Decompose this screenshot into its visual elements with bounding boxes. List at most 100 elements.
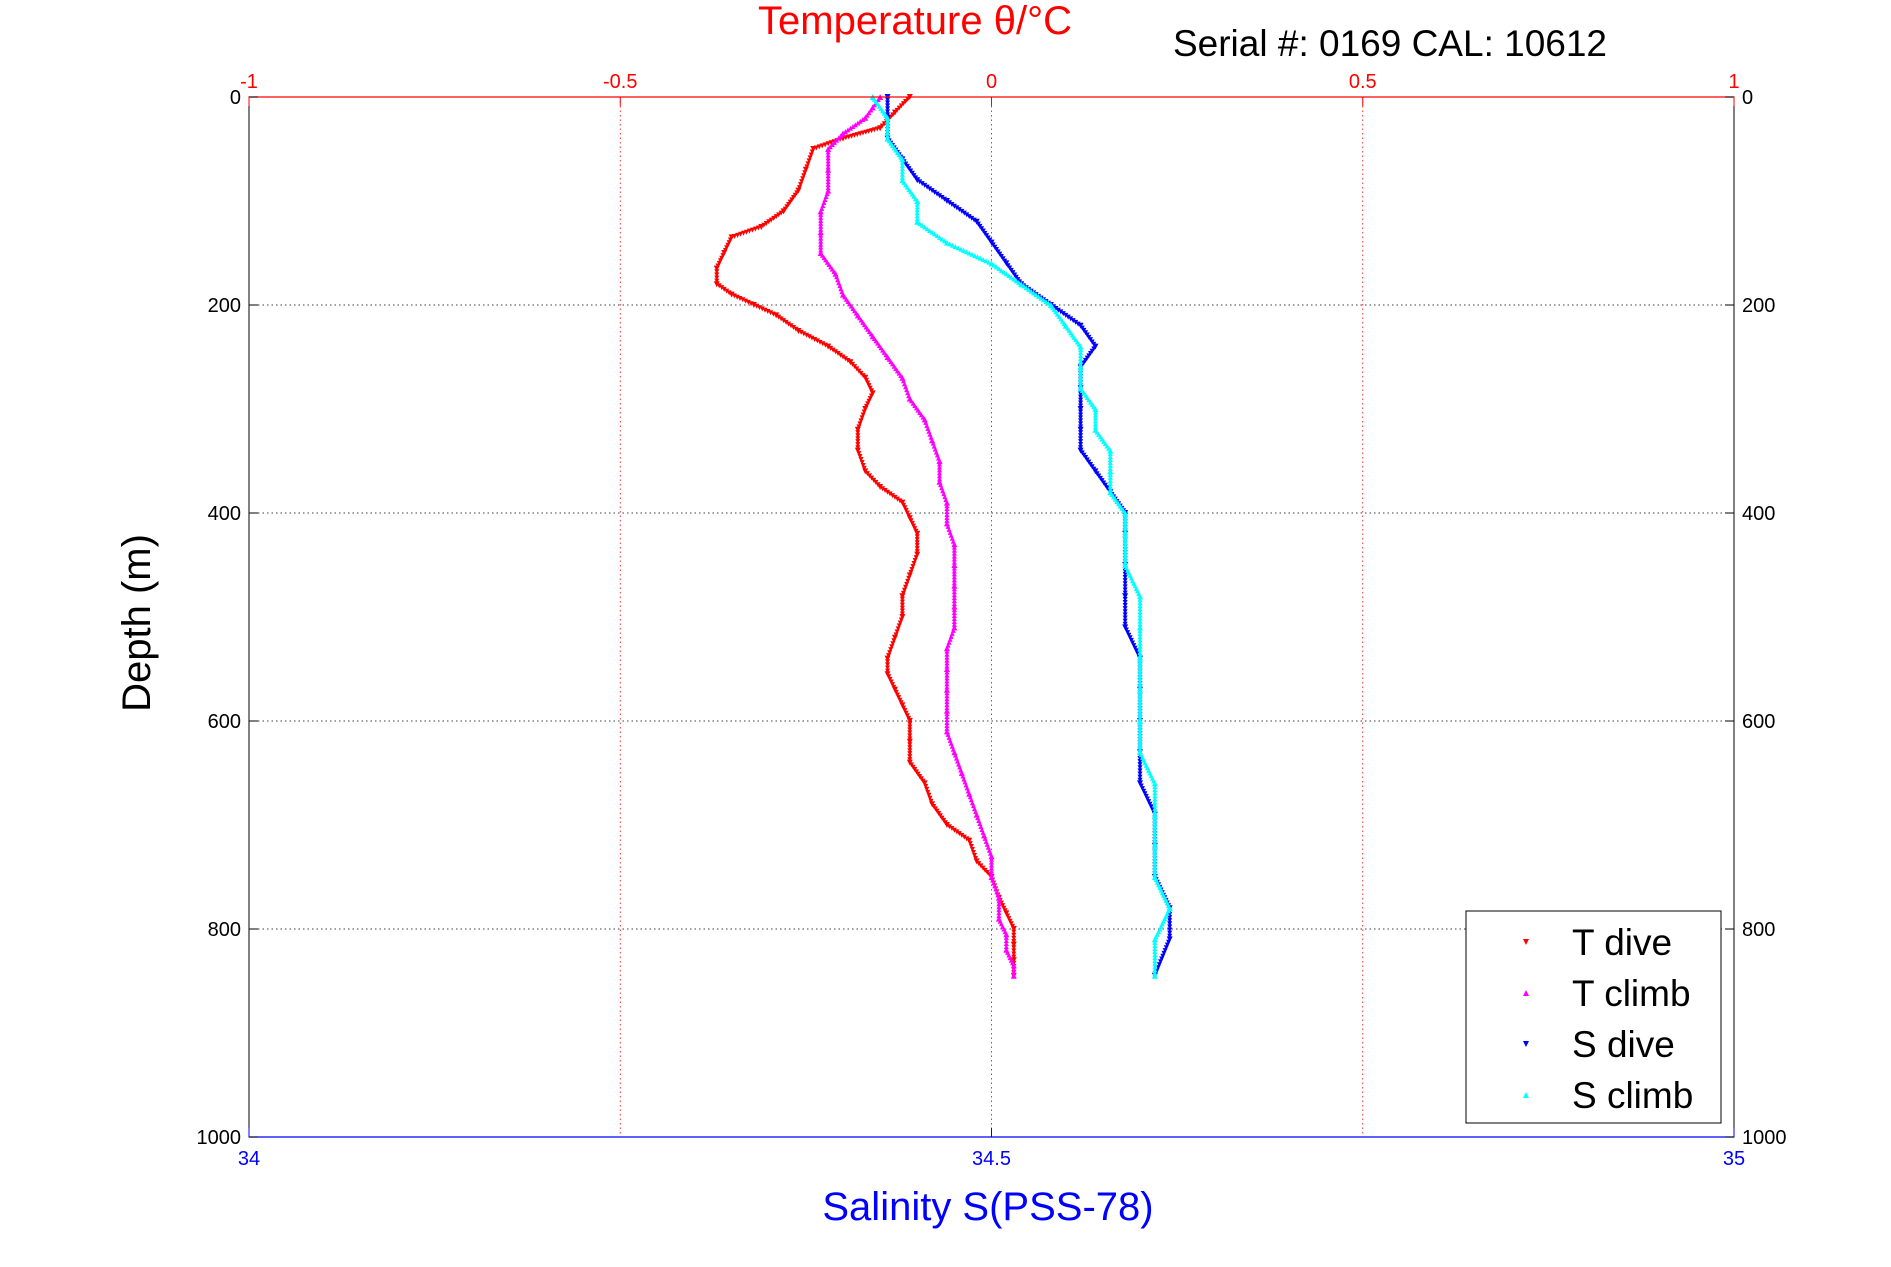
data-point-trail (907, 724, 913, 730)
data-point (1077, 426, 1084, 433)
data-point-trail (836, 135, 842, 141)
data-point-trail (1139, 786, 1145, 792)
data-point-trail (937, 234, 943, 240)
series-t-climb (817, 94, 1017, 979)
data-point-trail (1137, 659, 1143, 665)
data-point-trail (717, 258, 723, 264)
data-point-trail (1011, 945, 1017, 951)
data-point (914, 530, 921, 537)
data-point-trail (1122, 596, 1128, 602)
data-point-trail (1092, 409, 1098, 415)
data-point-trail (944, 714, 950, 720)
data-point-trail (963, 249, 969, 255)
data-point (1122, 530, 1129, 537)
data-point-trail (855, 433, 861, 439)
data-point-trail (1137, 762, 1143, 768)
salinity-tick-label: 34.5 (972, 1148, 1011, 1170)
data-point-trail (1141, 788, 1147, 794)
data-point-trail (937, 470, 943, 476)
data-point-trail (825, 149, 831, 155)
data-point-trail (887, 650, 893, 656)
data-point-trail (855, 430, 861, 436)
data-point-trail (885, 130, 891, 136)
data-point-trail (1137, 637, 1143, 643)
data-point-trail (798, 182, 804, 188)
data-point-trail (886, 674, 892, 680)
data-point-trail (1133, 648, 1139, 654)
data-point-trail (1137, 690, 1143, 696)
data-point-trail (1008, 274, 1014, 280)
data-point-trail (898, 617, 904, 623)
data-point-trail (1011, 276, 1017, 282)
data-point-trail (1036, 293, 1042, 299)
data-point-trail (719, 285, 725, 291)
data-point-trail (1078, 439, 1084, 445)
data-point-trail (956, 207, 962, 213)
data-point-trail (807, 155, 813, 161)
data-point-trail (1152, 833, 1158, 839)
legend-marker (1523, 1092, 1529, 1098)
data-point-trail (1122, 578, 1128, 584)
data-point-trail (1152, 799, 1158, 805)
data-point-trail (949, 201, 955, 207)
data-point-trail (1167, 924, 1173, 930)
data-point (802, 166, 809, 173)
data-point (1151, 936, 1158, 943)
data-point-trail (1137, 628, 1143, 634)
data-point-trail (804, 332, 810, 338)
data-point (1077, 406, 1084, 412)
data-point-trail (944, 669, 950, 675)
data-point-trail (1107, 480, 1113, 486)
data-point-trail (914, 213, 920, 219)
data-point-trail (856, 451, 862, 457)
data-point-trail (914, 540, 920, 546)
data-point-trail (1137, 712, 1143, 718)
data-point-trail (1006, 916, 1012, 922)
data-point-trail (806, 158, 812, 164)
data-point-trail (899, 608, 905, 614)
data-point-trail (1031, 290, 1037, 296)
data-point-trail (1128, 637, 1134, 643)
data-point-trail (1122, 581, 1128, 587)
data-point-trail (946, 824, 952, 830)
data-point-trail (1143, 793, 1149, 799)
data-point-trail (1122, 525, 1128, 531)
data-point-trail (1137, 618, 1143, 624)
data-point-trail (833, 349, 839, 355)
data-point-trail (812, 337, 818, 343)
data-point-trail (989, 868, 994, 874)
data-point-trail (806, 334, 812, 340)
data-point-trail (944, 648, 950, 654)
data-point-trail (882, 487, 888, 493)
data-point-trail (1038, 295, 1044, 301)
salinity-tick-label: 35 (1723, 1148, 1745, 1170)
data-point-trail (919, 222, 925, 228)
data-point-trail (1152, 952, 1158, 958)
data-point-trail (802, 170, 808, 176)
data-point-trail (893, 689, 899, 695)
data-point-trail (825, 155, 831, 161)
data-point-trail (1122, 516, 1128, 522)
temperature-tick-label: 1 (1728, 71, 1739, 93)
data-point-trail (1152, 815, 1158, 821)
data-point-trail (887, 676, 893, 682)
data-point-trail (970, 849, 976, 855)
data-point-trail (1122, 571, 1128, 577)
data-point-trail (1137, 677, 1143, 683)
data-point (1137, 624, 1143, 631)
data-point-trail (951, 592, 957, 598)
data-point-trail (934, 191, 940, 197)
data-point-trail (721, 286, 727, 292)
data-point-trail (809, 149, 815, 155)
data-point (906, 738, 913, 745)
data-point-trail (951, 550, 957, 556)
data-point-trail (818, 220, 824, 226)
data-point-trail (911, 523, 917, 529)
data-point-trail (907, 754, 913, 760)
data-point-trail (754, 303, 760, 309)
data-point-trail (1000, 903, 1006, 909)
data-point-trail (818, 244, 824, 250)
data-point-trail (894, 629, 900, 635)
data-point-trail (961, 834, 967, 840)
